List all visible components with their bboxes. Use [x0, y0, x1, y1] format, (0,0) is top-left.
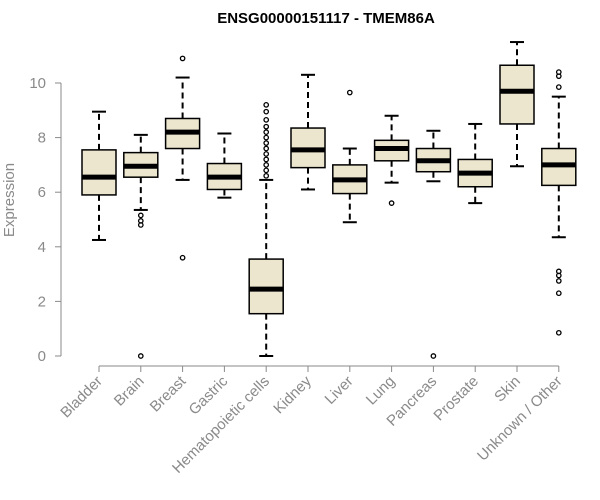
outlier-point — [137, 353, 144, 359]
outlier-point — [555, 290, 562, 297]
outlier-point — [263, 172, 270, 179]
box-group — [373, 114, 410, 206]
y-tick-label: 10 — [29, 75, 46, 92]
box-group — [248, 101, 284, 357]
outlier-point — [263, 162, 270, 168]
outlier-point — [430, 353, 437, 359]
outlier-point — [137, 212, 144, 219]
outlier-point — [555, 84, 562, 90]
x-tick-label: Kidney — [270, 372, 315, 417]
y-tick-label: 0 — [38, 348, 46, 365]
outlier-point — [263, 151, 270, 157]
y-tick-label: 6 — [38, 184, 46, 201]
box-group — [206, 132, 243, 199]
x-tick-label: Liver — [322, 373, 357, 408]
x-tick-label: Bladder — [57, 373, 106, 422]
iqr-box — [81, 149, 117, 196]
outlier-point — [263, 123, 270, 130]
iqr-box — [499, 64, 535, 125]
box-group — [415, 129, 452, 359]
box-group — [81, 110, 117, 241]
y-tick-label: 8 — [38, 130, 46, 147]
x-tick-label: Lung — [363, 373, 399, 409]
outlier-point — [179, 254, 186, 261]
box-group — [290, 73, 326, 191]
x-tick-label: Breast — [147, 372, 190, 415]
outlier-point — [179, 55, 186, 62]
y-tick-label: 4 — [38, 239, 46, 256]
outlier-point — [263, 167, 270, 174]
box-group — [541, 69, 577, 336]
box-group — [457, 122, 493, 205]
outlier-point — [263, 129, 270, 135]
outlier-point — [346, 89, 353, 96]
x-tick-label: Prostate — [430, 373, 482, 425]
boxes-layer — [81, 41, 577, 359]
box-group — [164, 55, 201, 261]
box-group — [123, 133, 159, 359]
outlier-point — [263, 108, 270, 115]
outlier-point — [263, 145, 270, 152]
y-axis-label: Expression — [1, 163, 18, 237]
outlier-point — [388, 200, 395, 206]
outlier-point — [263, 156, 270, 163]
x-tick-label: Skin — [491, 373, 524, 406]
y-tick-label: 2 — [38, 293, 46, 310]
chart-title: ENSG00000151117 - TMEM86A — [217, 10, 435, 27]
outlier-point — [263, 117, 270, 123]
outlier-point — [555, 69, 562, 75]
outlier-point — [555, 268, 562, 275]
box-group — [332, 89, 368, 224]
y-axis: 0 2 4 6 8 10 — [29, 75, 62, 365]
outlier-point — [555, 278, 562, 284]
box-group — [499, 41, 535, 168]
outlier-point — [263, 101, 270, 108]
outlier-point — [555, 329, 562, 336]
x-tick-label: Brain — [111, 373, 148, 410]
outlier-point — [137, 218, 144, 224]
outlier-point — [263, 134, 270, 141]
outlier-point — [263, 140, 270, 146]
iqr-box — [248, 258, 284, 315]
